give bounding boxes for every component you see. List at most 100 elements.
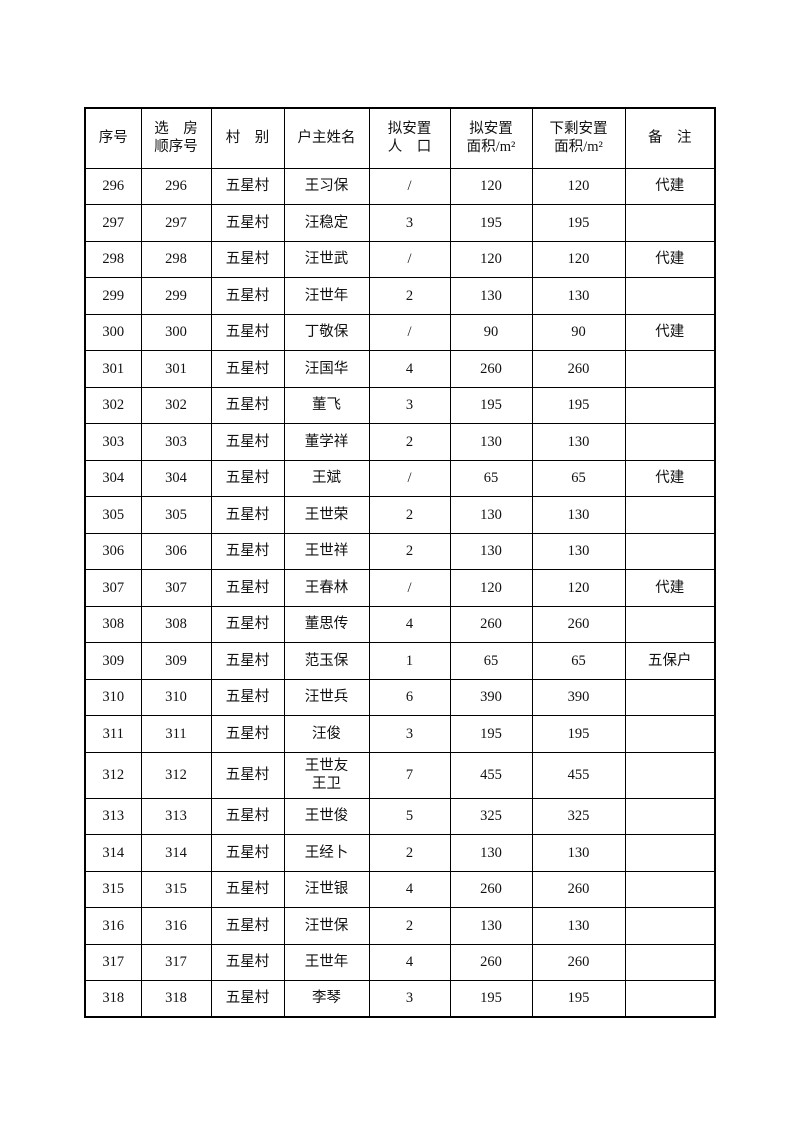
cell-remaining: 130 (531, 277, 626, 315)
cell-order: 310 (140, 678, 212, 716)
cell-village: 五星村 (210, 569, 285, 607)
cell-name: 汪世年 (283, 277, 370, 315)
cell-population: 2 (368, 423, 451, 461)
cell-area: 195 (449, 386, 533, 424)
cell-remark: 代建 (624, 240, 716, 278)
cell-remark (624, 907, 716, 945)
cell-area: 120 (449, 167, 533, 205)
cell-population: 4 (368, 870, 451, 908)
cell-village: 五星村 (210, 751, 285, 799)
header-order: 选 房 顺序号 (140, 107, 212, 169)
cell-seq: 306 (84, 532, 142, 570)
table-header: 序号 选 房 顺序号 村 别 户主姓名 拟安置 人 口 拟安置 面积/m² 下剩… (84, 107, 716, 169)
cell-population: 6 (368, 678, 451, 716)
cell-village: 五星村 (210, 167, 285, 205)
cell-order: 297 (140, 204, 212, 242)
cell-population: 3 (368, 980, 451, 1018)
cell-order: 305 (140, 496, 212, 534)
cell-order: 317 (140, 943, 212, 981)
table-row: 312 312 五星村 王世友 王卫 7 455 455 (84, 751, 716, 799)
cell-area: 120 (449, 569, 533, 607)
table-body: 296 296 五星村 王习保/120 120 代建 297 297 五星村 汪稳定 3 195 195… (84, 167, 716, 1018)
cell-village: 五星村 (210, 496, 285, 534)
cell-order: 316 (140, 907, 212, 945)
cell-area: 90 (449, 313, 533, 351)
cell-remaining: 390 (531, 678, 626, 716)
cell-name: 王经卜 (283, 834, 370, 872)
cell-name: 董思传 (283, 605, 370, 643)
cell-name: 汪稳定 (283, 204, 370, 242)
cell-name: 王世荣 (283, 496, 370, 534)
cell-remark (624, 350, 716, 388)
cell-remark: 代建 (624, 313, 716, 351)
header-area: 拟安置 面积/m² (449, 107, 533, 169)
cell-remaining: 260 (531, 605, 626, 643)
cell-area: 130 (449, 277, 533, 315)
cell-village: 五星村 (210, 834, 285, 872)
cell-population: / (368, 459, 451, 497)
table-row: 298 298 五星村 汪世武/120 120 代建 (84, 240, 716, 278)
header-village: 村 别 (210, 107, 285, 169)
table-row: 315 315 五星村 汪世银 4 260 260 (84, 870, 716, 908)
cell-name: 汪世兵 (283, 678, 370, 716)
cell-name: 汪国华 (283, 350, 370, 388)
cell-remaining: 260 (531, 870, 626, 908)
cell-order: 300 (140, 313, 212, 351)
cell-name: 王斌 (283, 459, 370, 497)
cell-name: 范玉保 (283, 642, 370, 680)
cell-order: 301 (140, 350, 212, 388)
cell-seq: 312 (84, 751, 142, 799)
cell-remaining: 455 (531, 751, 626, 799)
table-row: 305 305 五星村 王世荣 2 130 130 (84, 496, 716, 534)
cell-village: 五星村 (210, 605, 285, 643)
cell-population: 2 (368, 277, 451, 315)
cell-seq: 303 (84, 423, 142, 461)
cell-seq: 296 (84, 167, 142, 205)
cell-seq: 317 (84, 943, 142, 981)
cell-remark (624, 496, 716, 534)
cell-remaining: 130 (531, 423, 626, 461)
cell-population: 4 (368, 943, 451, 981)
table-row: 313 313 五星村 王世俊 5 325 325 (84, 797, 716, 835)
cell-area: 65 (449, 642, 533, 680)
header-remaining: 下剩安置 面积/m² (531, 107, 626, 169)
cell-remark (624, 423, 716, 461)
cell-order: 304 (140, 459, 212, 497)
cell-seq: 302 (84, 386, 142, 424)
cell-name: 王世祥 (283, 532, 370, 570)
cell-order: 307 (140, 569, 212, 607)
cell-remaining: 130 (531, 496, 626, 534)
header-row: 序号 选 房 顺序号 村 别 户主姓名 拟安置 人 口 拟安置 面积/m² 下剩… (84, 107, 716, 169)
table-row: 307 307 五星村 王春林/120 120 代建 (84, 569, 716, 607)
cell-village: 五星村 (210, 797, 285, 835)
cell-remark (624, 605, 716, 643)
cell-population: 2 (368, 907, 451, 945)
table-row: 303 303 五星村 董学祥 2 130 130 (84, 423, 716, 461)
cell-remaining: 130 (531, 907, 626, 945)
cell-remark (624, 751, 716, 799)
cell-village: 五星村 (210, 532, 285, 570)
cell-village: 五星村 (210, 678, 285, 716)
resettlement-table: 序号 选 房 顺序号 村 别 户主姓名 拟安置 人 口 拟安置 面积/m² 下剩… (84, 107, 716, 1018)
cell-seq: 297 (84, 204, 142, 242)
cell-remaining: 195 (531, 980, 626, 1018)
cell-remaining: 195 (531, 204, 626, 242)
cell-population: / (368, 313, 451, 351)
cell-remaining: 90 (531, 313, 626, 351)
table-row: 300 300 五星村 丁敬保/90 90 代建 (84, 313, 716, 351)
table-row: 306 306 五星村 王世祥 2 130 130 (84, 532, 716, 570)
cell-name: 丁敬保 (283, 313, 370, 351)
cell-remark: 代建 (624, 167, 716, 205)
cell-remaining: 325 (531, 797, 626, 835)
cell-order: 302 (140, 386, 212, 424)
cell-seq: 316 (84, 907, 142, 945)
cell-remaining: 120 (531, 240, 626, 278)
cell-remark (624, 204, 716, 242)
cell-seq: 315 (84, 870, 142, 908)
cell-remark (624, 834, 716, 872)
cell-area: 260 (449, 605, 533, 643)
table-row: 309 309 五星村 范玉保 1 65 65 五保户 (84, 642, 716, 680)
cell-area: 260 (449, 943, 533, 981)
cell-area: 130 (449, 532, 533, 570)
cell-area: 195 (449, 715, 533, 753)
